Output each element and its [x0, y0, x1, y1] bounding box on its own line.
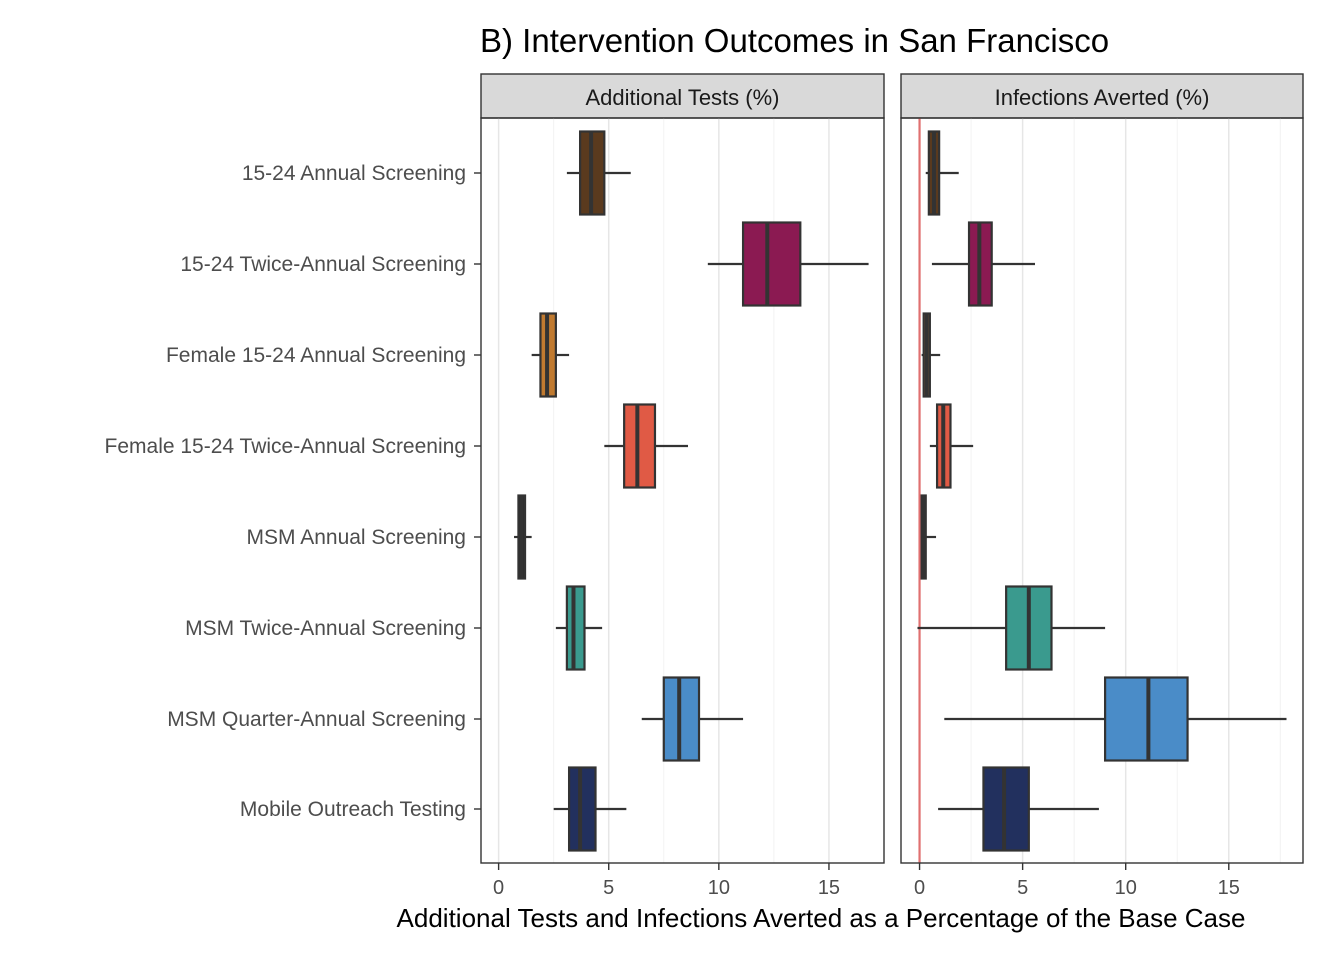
x-tick-label: 0	[914, 877, 925, 899]
box-6	[944, 676, 1287, 762]
category-label: 15-24 Annual Screening	[242, 162, 466, 185]
chart-title: B) Intervention Outcomes in San Francisc…	[480, 22, 1109, 59]
box-iqr	[1103, 676, 1189, 762]
y-axis: 15-24 Annual Screening 15-24 Twice-Annual…	[105, 162, 481, 821]
box-iqr	[623, 403, 657, 489]
box-2	[531, 312, 570, 398]
box-iqr	[567, 766, 597, 852]
x-ticks-infections-averted: 0 5 10 15	[914, 863, 1240, 899]
box-3	[929, 403, 974, 489]
category-label: Mobile Outreach Testing	[240, 798, 466, 821]
box-1	[707, 221, 869, 307]
box-iqr	[565, 585, 586, 671]
panel-additional-tests: Additional Tests (%) 0 5 10 15	[480, 73, 885, 899]
box-5	[555, 585, 603, 671]
strip-label-infections-averted: Infections Averted (%)	[995, 85, 1210, 110]
box-5	[917, 585, 1106, 671]
box-7	[938, 766, 1099, 852]
box-7	[553, 766, 627, 852]
x-ticks-additional-tests: 0 5 10 15	[493, 863, 840, 899]
box-iqr	[982, 766, 1030, 852]
category-label: MSM Twice-Annual Screening	[185, 617, 466, 640]
box-iqr	[741, 221, 802, 307]
panel-border-infections-averted	[900, 117, 1304, 864]
strip-label-additional-tests: Additional Tests (%)	[585, 85, 779, 110]
box-1	[931, 221, 1035, 307]
box-iqr	[662, 676, 701, 762]
strip-infections-averted	[900, 73, 1304, 119]
x-tick-label: 15	[818, 877, 840, 899]
box-0	[566, 130, 631, 216]
x-axis-title: Additional Tests and Infections Averted …	[397, 903, 1246, 933]
x-tick-label: 10	[1115, 877, 1137, 899]
box-4	[514, 494, 532, 580]
category-label: MSM Annual Screening	[247, 526, 466, 549]
boxes-additional-tests	[514, 130, 869, 852]
x-tick-label: 0	[493, 877, 504, 899]
box-6	[641, 676, 744, 762]
strip-additional-tests	[480, 73, 885, 119]
category-label: 15-24 Twice-Annual Screening	[180, 253, 466, 276]
box-3	[604, 403, 689, 489]
category-label: MSM Quarter-Annual Screening	[167, 708, 466, 731]
x-tick-label: 5	[1017, 877, 1028, 899]
box-0	[925, 130, 959, 216]
boxes-infections-averted	[917, 130, 1287, 852]
category-label: Female 15-24 Twice-Annual Screening	[105, 435, 466, 458]
x-tick-label: 10	[708, 877, 730, 899]
box-2	[921, 312, 941, 398]
panel-infections-averted: Infections Averted (%) 0 5 10 15	[900, 73, 1304, 899]
panel-border-additional-tests	[480, 117, 885, 864]
grid-additional-tests	[497, 118, 885, 863]
category-label: Female 15-24 Annual Screening	[166, 344, 466, 367]
x-tick-label: 15	[1218, 877, 1240, 899]
x-tick-label: 5	[603, 877, 614, 899]
box-4	[920, 494, 937, 580]
